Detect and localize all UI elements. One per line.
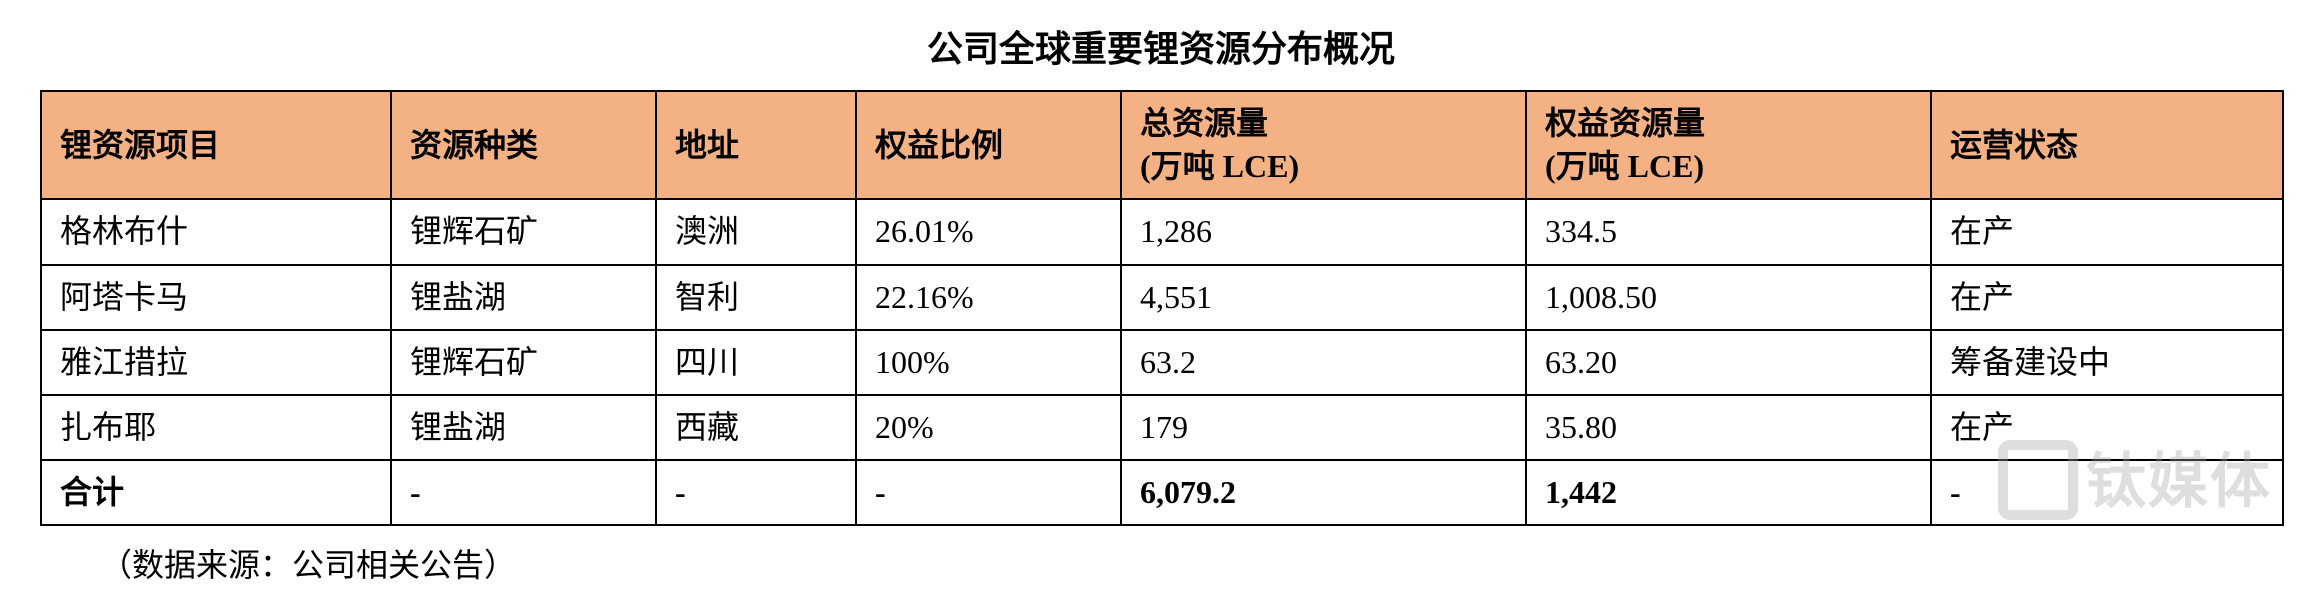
- cell: 100%: [856, 330, 1121, 395]
- cell: 334.5: [1526, 199, 1931, 264]
- cell: 1,286: [1121, 199, 1526, 264]
- col-location: 地址: [656, 91, 856, 199]
- table-row: 格林布什 锂辉石矿 澳洲 26.01% 1,286 334.5 在产: [41, 199, 2283, 264]
- cell: 在产: [1931, 199, 2283, 264]
- lithium-resources-table: 锂资源项目 资源种类 地址 权益比例 总资源量(万吨 LCE) 权益资源量(万吨…: [40, 90, 2284, 526]
- cell: 四川: [656, 330, 856, 395]
- cell: 雅江措拉: [41, 330, 391, 395]
- cell-total: 6,079.2: [1121, 460, 1526, 525]
- cell: 35.80: [1526, 395, 1931, 460]
- cell-total: -: [856, 460, 1121, 525]
- cell: 澳洲: [656, 199, 856, 264]
- cell-total: -: [391, 460, 656, 525]
- table-header-row: 锂资源项目 资源种类 地址 权益比例 总资源量(万吨 LCE) 权益资源量(万吨…: [41, 91, 2283, 199]
- cell: 锂辉石矿: [391, 330, 656, 395]
- cell: 在产: [1931, 395, 2283, 460]
- table-row: 雅江措拉 锂辉石矿 四川 100% 63.2 63.20 筹备建设中: [41, 330, 2283, 395]
- cell: 格林布什: [41, 199, 391, 264]
- table-row: 阿塔卡马 锂盐湖 智利 22.16% 4,551 1,008.50 在产: [41, 265, 2283, 330]
- cell: 179: [1121, 395, 1526, 460]
- cell: 智利: [656, 265, 856, 330]
- cell: 阿塔卡马: [41, 265, 391, 330]
- cell: 在产: [1931, 265, 2283, 330]
- col-total-res: 总资源量(万吨 LCE): [1121, 91, 1526, 199]
- cell: 锂盐湖: [391, 265, 656, 330]
- col-type: 资源种类: [391, 91, 656, 199]
- col-eq-res: 权益资源量(万吨 LCE): [1526, 91, 1931, 199]
- cell-total: 1,442: [1526, 460, 1931, 525]
- col-status: 运营状态: [1931, 91, 2283, 199]
- cell: 锂盐湖: [391, 395, 656, 460]
- cell: 西藏: [656, 395, 856, 460]
- cell: 锂辉石矿: [391, 199, 656, 264]
- cell: 筹备建设中: [1931, 330, 2283, 395]
- cell: 20%: [856, 395, 1121, 460]
- cell-total: -: [1931, 460, 2283, 525]
- col-equity: 权益比例: [856, 91, 1121, 199]
- cell: 22.16%: [856, 265, 1121, 330]
- cell: 1,008.50: [1526, 265, 1931, 330]
- table-title: 公司全球重要锂资源分布概况: [40, 20, 2282, 72]
- source-note: （数据来源：公司相关公告）: [40, 540, 2282, 586]
- cell: 4,551: [1121, 265, 1526, 330]
- cell: 扎布耶: [41, 395, 391, 460]
- cell: 63.2: [1121, 330, 1526, 395]
- cell: 63.20: [1526, 330, 1931, 395]
- cell-total: -: [656, 460, 856, 525]
- table-total-row: 合计 - - - 6,079.2 1,442 -: [41, 460, 2283, 525]
- cell-total: 合计: [41, 460, 391, 525]
- cell: 26.01%: [856, 199, 1121, 264]
- table-row: 扎布耶 锂盐湖 西藏 20% 179 35.80 在产: [41, 395, 2283, 460]
- col-project: 锂资源项目: [41, 91, 391, 199]
